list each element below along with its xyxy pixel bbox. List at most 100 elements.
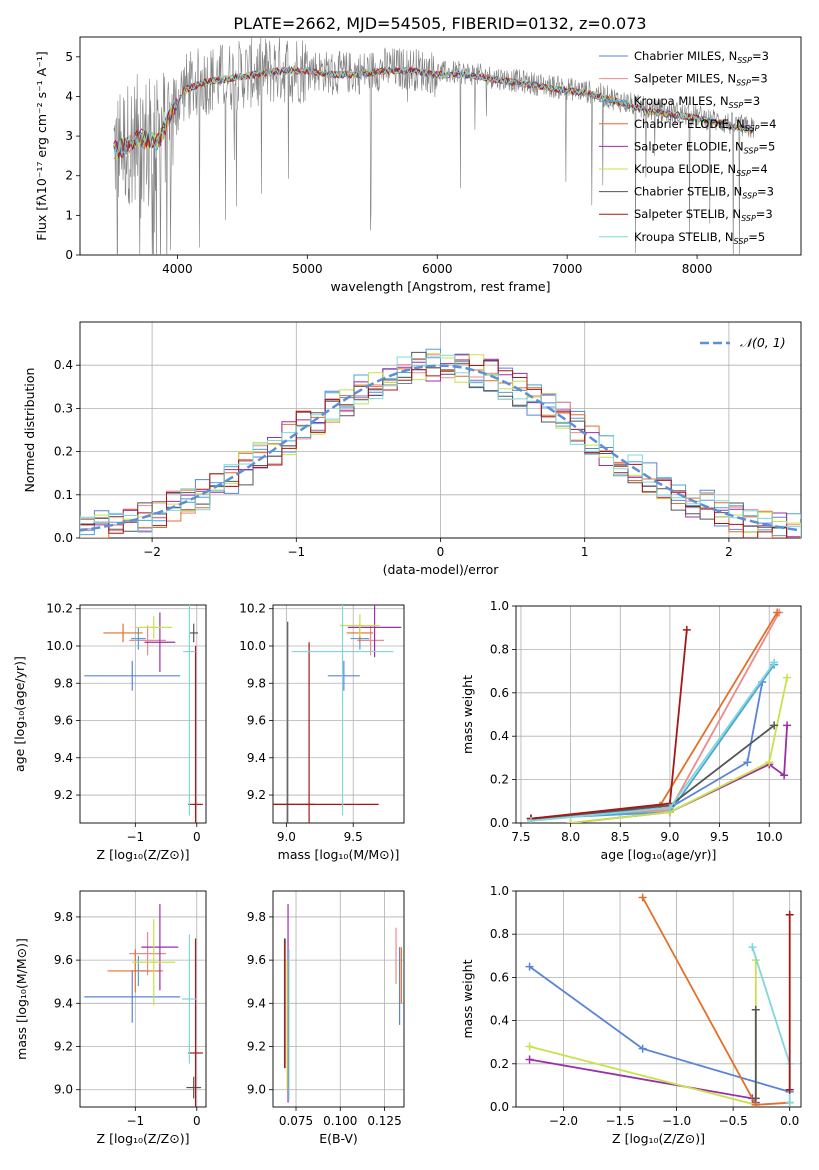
x-tick-label: 1 <box>581 545 589 559</box>
legend-value: =3 <box>752 49 769 63</box>
x-axis-label: (data-model)/error <box>383 562 500 577</box>
x-tick-label: 9.5 <box>710 830 729 844</box>
weight-marker <box>525 1055 534 1064</box>
x-tick-label: 10.0 <box>756 830 783 844</box>
x-tick-label: −2 <box>143 545 161 559</box>
axes-frame <box>79 604 207 824</box>
x-tick-label: 0 <box>193 1114 201 1128</box>
y-tick-label: 0.0 <box>490 1100 509 1114</box>
x-tick-label: −1.5 <box>605 1114 634 1128</box>
residual-axes: −2 −1 0 1 2 0.0 0.1 0.2 0.3 0.4 (data-model)/error… <box>22 321 802 577</box>
massZ-points <box>84 903 203 1107</box>
y-tick-label: 10.0 <box>46 639 73 653</box>
x-tick-label: 2 <box>725 545 733 559</box>
x-tick-label: 8000 <box>682 262 713 276</box>
y-tick-label: 1.0 <box>490 884 509 898</box>
y-axis-label: Flux [fλ10⁻¹⁷ erg cm⁻² s⁻¹ A⁻¹] <box>34 51 49 240</box>
legend-value: =3 <box>757 185 774 199</box>
y-tick-label: 9.8 <box>247 676 266 690</box>
legend-entry: Salpeter MILES, NSSP=3 <box>634 72 768 88</box>
y-axis-label: mass [log₁₀(M/M⊙)] <box>14 938 29 1060</box>
x-tick-label: 9.0 <box>277 830 296 844</box>
y-tick-label: 0.4 <box>490 1014 509 1028</box>
spectrum-data-line <box>113 37 755 255</box>
ageMass-axes: 9.0 9.5 9.2 9.4 9.6 9.8 10.0 10.2 mass [log₁₀(M/… <box>239 602 405 862</box>
y-axis-label: mass weight <box>460 959 475 1038</box>
y-tick-label: 9.4 <box>247 996 266 1010</box>
x-tick-label: 7.5 <box>511 830 530 844</box>
residual-hist <box>80 354 801 538</box>
weight-marker <box>743 758 752 767</box>
legend-value: =5 <box>758 139 775 153</box>
y-tick-label: 9.6 <box>54 714 73 728</box>
weight-marker <box>785 910 794 919</box>
axes-frame <box>272 890 405 1108</box>
weight-line <box>530 629 688 820</box>
x-tick-label: −1 <box>126 830 144 844</box>
legend-entry: 𝒩(0, 1) <box>740 335 786 350</box>
weight-line <box>570 677 788 823</box>
weightAge-axes: 7.5 8.0 8.5 9.0 9.5 10.0 0.0 0.2 0.4 0.6 0.8 1.0 age… <box>460 599 802 862</box>
legend-subscript: SSP <box>737 56 752 65</box>
legend-value: =3 <box>743 94 760 108</box>
weight-marker <box>765 758 774 767</box>
spectrum-axes: 4000 5000 6000 7000 8000 0 1 2 3 4 5 wavelength [An… <box>34 36 802 294</box>
weight-marker <box>783 721 792 730</box>
y-tick-label: 0.6 <box>490 686 509 700</box>
x-tick-label: 6000 <box>422 262 453 276</box>
x-tick-label: 0 <box>193 830 201 844</box>
weight-line <box>530 612 778 820</box>
spectrum-plot <box>113 37 755 255</box>
y-tick-label: 9.0 <box>54 1083 73 1097</box>
weight-marker <box>770 721 779 730</box>
y-tick-label: 0.6 <box>490 970 509 984</box>
y-tick-label: 9.2 <box>247 788 266 802</box>
legend-subscript: SSP <box>736 79 751 88</box>
weight-marker <box>780 771 789 780</box>
y-tick-label: 9.0 <box>247 1083 266 1097</box>
y-tick-label: 1.0 <box>490 599 509 613</box>
residual-plot <box>80 348 801 538</box>
ageZ-points <box>84 605 203 823</box>
ageMass-points <box>273 605 402 823</box>
y-tick-label: 9.6 <box>247 714 266 728</box>
y-tick-label: 0 <box>65 248 73 262</box>
x-tick-label: 8.5 <box>611 830 630 844</box>
x-tick-label: 7000 <box>552 262 583 276</box>
y-tick-label: 0.0 <box>54 531 73 545</box>
massZ-axes: −1 0 9.0 9.2 9.4 9.6 9.8 Z [log₁₀(Z/Z⊙)] mass [l… <box>14 890 207 1146</box>
y-tick-label: 3 <box>65 129 73 143</box>
y-tick-label: 0.4 <box>54 358 73 372</box>
legend-subscript: SSP <box>742 192 757 201</box>
x-tick-label: −1 <box>126 1114 144 1128</box>
y-tick-label: 9.6 <box>247 953 266 967</box>
legend-subscript: SSP <box>729 101 744 110</box>
axes-frame <box>515 890 802 1108</box>
legend-subscript: SSP <box>744 146 759 155</box>
legend-entry: Salpeter ELODIE, NSSP=5 <box>634 139 775 155</box>
massEbv-points <box>283 903 402 1103</box>
y-tick-label: 10.2 <box>239 602 266 616</box>
residual-legend: 𝒩(0, 1) <box>700 335 786 350</box>
x-axis-label: Z [log₁₀(Z/Z⊙)] <box>612 1131 705 1146</box>
weight-marker <box>785 1098 794 1107</box>
x-axis-label: Z [log₁₀(Z/Z⊙)] <box>97 1131 190 1146</box>
weight-line <box>530 681 764 820</box>
legend-entry: Salpeter STELIB, NSSP=3 <box>634 207 773 223</box>
weightZ-series <box>525 893 794 1107</box>
x-tick-label: 9.5 <box>344 830 363 844</box>
x-tick-label: −2.0 <box>549 1114 578 1128</box>
weight-line <box>529 965 790 1093</box>
legend-entry: Chabrier MILES, NSSP=3 <box>634 49 769 65</box>
weight-marker <box>770 658 779 667</box>
y-tick-label: 9.8 <box>247 910 266 924</box>
weight-line <box>751 946 791 1103</box>
y-tick-label: 0.1 <box>54 488 73 502</box>
x-tick-label: 0.125 <box>367 1114 401 1128</box>
ageZ-axes: −1 0 9.2 9.4 9.6 9.8 10.0 10.2 Z [log₁₀(Z/Z⊙)] ag… <box>12 602 207 862</box>
y-tick-label: 4 <box>65 89 73 103</box>
weight-marker <box>773 608 782 617</box>
y-axis-label: mass weight <box>460 675 475 754</box>
weightAge-series <box>526 608 792 823</box>
